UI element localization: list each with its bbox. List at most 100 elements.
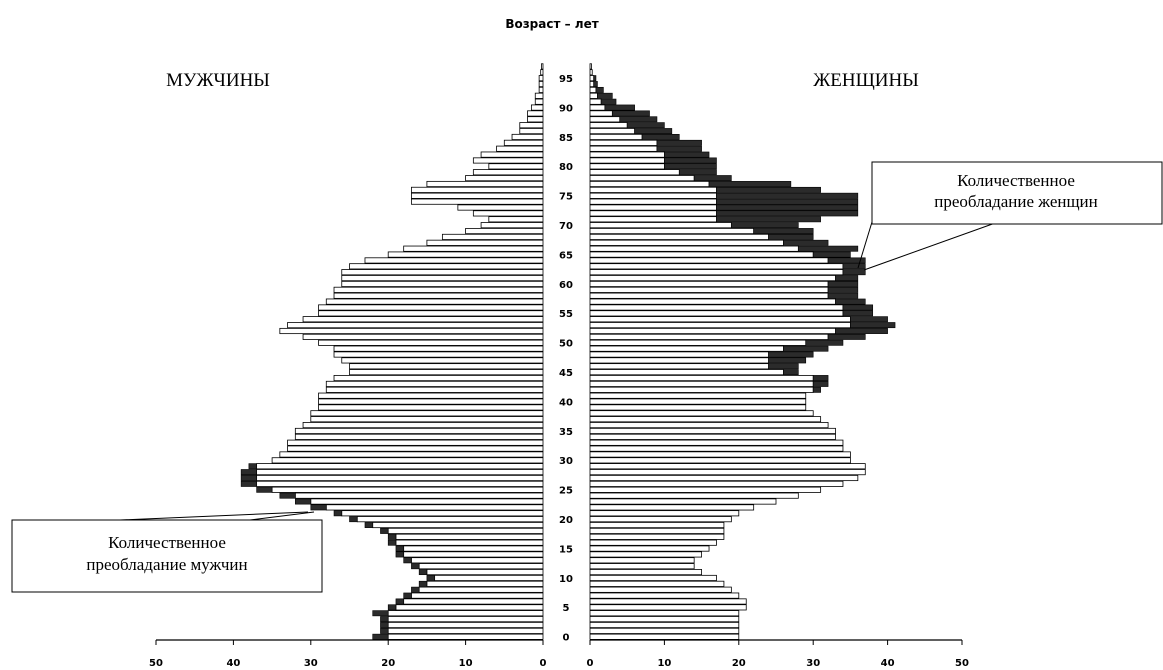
bar-women-excess <box>842 310 874 317</box>
bar-men <box>541 63 544 70</box>
bar-men <box>465 175 544 182</box>
bar-women <box>589 516 732 523</box>
bar-men <box>302 333 544 340</box>
bar-women-excess <box>664 163 717 170</box>
bar-men <box>465 227 544 235</box>
bar-men-excess <box>240 480 257 487</box>
bar-women <box>589 610 740 617</box>
bar-women <box>589 574 717 582</box>
chart-title: Возраст – лет <box>505 17 598 31</box>
bar-women-excess <box>812 380 829 387</box>
bar-women-excess <box>593 81 598 87</box>
bar-men <box>530 104 544 111</box>
bar-men-excess <box>333 510 343 517</box>
bar-men <box>294 492 544 499</box>
age-tick-label: 45 <box>559 368 573 379</box>
bar-women <box>589 151 665 158</box>
bar-women <box>589 180 710 188</box>
bar-women <box>589 427 836 435</box>
bar-men <box>325 380 544 387</box>
bar-men-excess <box>372 633 389 640</box>
bar-women <box>589 474 859 482</box>
x-tick-label-left: 20 <box>381 658 395 669</box>
bar-women <box>589 245 799 252</box>
bar-men-excess <box>387 604 397 611</box>
bar-men <box>538 81 544 88</box>
bar-women <box>589 333 829 340</box>
bar-men <box>457 204 544 211</box>
bar-men <box>395 604 544 611</box>
bar-men <box>279 451 544 458</box>
bar-men <box>534 92 544 99</box>
bar-women-excess <box>716 192 859 199</box>
annotation-men-line1: Количественное <box>108 533 226 552</box>
bar-men <box>511 133 544 141</box>
bar-men <box>333 374 544 382</box>
bar-women-excess <box>812 251 851 258</box>
bar-men <box>318 392 544 399</box>
age-tick-label: 80 <box>559 162 573 173</box>
bar-women <box>589 86 597 93</box>
bar-men <box>341 510 544 517</box>
bar-women <box>589 586 732 593</box>
bar-men-excess <box>418 569 428 576</box>
bar-women-excess <box>716 216 821 223</box>
bar-men <box>287 439 544 446</box>
bar-men-excess <box>380 627 389 634</box>
bar-women-excess <box>835 298 866 305</box>
bar-men <box>294 433 544 440</box>
bar-women <box>589 275 836 282</box>
bar-men <box>426 180 544 188</box>
bar-men-excess <box>411 563 420 570</box>
bar-women <box>589 469 866 476</box>
bar-men-excess <box>240 475 257 481</box>
bar-men <box>496 145 544 152</box>
bar-women <box>589 198 717 205</box>
bar-women <box>589 175 695 182</box>
bar-women-excess <box>805 339 844 346</box>
bar-men <box>349 263 544 270</box>
age-tick-label: 85 <box>559 133 573 144</box>
bar-men <box>480 151 544 158</box>
bar-women-excess <box>827 281 859 287</box>
bar-women <box>589 480 844 487</box>
bar-men <box>534 98 544 105</box>
bar-women <box>589 280 829 288</box>
bar-women-excess <box>753 228 814 234</box>
bar-women <box>589 569 702 576</box>
bar-men <box>519 128 544 135</box>
bar-women <box>589 339 807 346</box>
bar-women-excess <box>812 375 829 381</box>
bar-men <box>349 363 544 370</box>
bar-women <box>589 322 851 329</box>
x-tick-label-right: 0 <box>587 658 594 669</box>
bar-women-excess <box>693 175 732 182</box>
bar-men <box>325 386 544 393</box>
bar-women <box>589 298 836 305</box>
bar-men-excess <box>395 545 404 552</box>
bar-women <box>589 233 769 240</box>
bar-women-excess <box>812 386 821 393</box>
bar-women <box>589 510 740 517</box>
bar-women <box>589 210 717 217</box>
bar-women <box>589 257 829 264</box>
bar-women-excess <box>597 92 613 99</box>
bar-men <box>333 345 544 352</box>
age-tick-label: 0 <box>563 633 570 644</box>
bar-women <box>589 563 695 570</box>
bar-men <box>341 280 544 288</box>
x-tick-label-left: 30 <box>304 658 318 669</box>
bar-men <box>527 116 544 123</box>
bar-women-excess <box>827 286 859 293</box>
bar-women <box>589 369 784 376</box>
age-tick-label: 5 <box>563 603 570 614</box>
bar-men <box>310 416 544 423</box>
bar-women <box>589 227 755 235</box>
bar-women <box>589 327 836 335</box>
bar-men <box>540 69 544 76</box>
bar-men <box>472 157 544 164</box>
bar-men <box>426 239 544 246</box>
bar-women-excess <box>634 128 673 135</box>
bar-women-excess <box>619 116 658 123</box>
bar-men <box>302 316 544 323</box>
